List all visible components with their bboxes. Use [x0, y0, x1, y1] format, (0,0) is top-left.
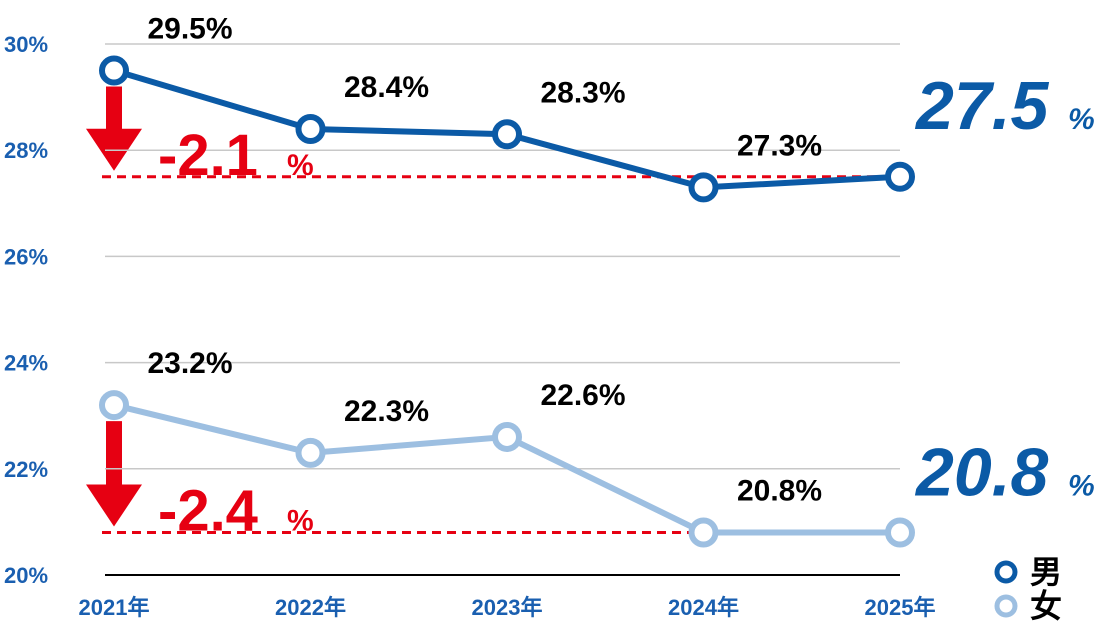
legend-marker	[994, 594, 1018, 618]
x-tick-label: 2021年	[79, 595, 150, 620]
data-label: 29.5%	[147, 13, 232, 46]
legend-marker	[994, 560, 1018, 584]
change-unit: %	[287, 149, 314, 182]
data-label: 22.3%	[344, 395, 429, 428]
end-value-label: 27.5	[914, 68, 1050, 144]
change-annotation: -2.1	[158, 123, 258, 188]
change-unit: %	[287, 505, 314, 538]
point	[99, 390, 129, 421]
data-label: 27.3%	[737, 129, 822, 162]
point	[688, 172, 719, 203]
legend-label: 男	[1030, 554, 1062, 590]
end-value-unit: %	[1068, 103, 1095, 136]
point	[99, 55, 129, 86]
point	[295, 113, 326, 144]
y-tick-label: 20%	[4, 563, 48, 588]
y-tick-label: 24%	[4, 351, 48, 376]
data-label: 28.3%	[540, 76, 625, 109]
arrow	[86, 421, 142, 527]
data-label: 23.2%	[147, 347, 232, 380]
arrow	[86, 86, 142, 171]
arrows	[86, 86, 142, 527]
data-label: 20.8%	[737, 475, 822, 508]
data-label: 28.4%	[344, 71, 429, 104]
y-tick-label: 28%	[4, 138, 48, 163]
end-value-label: 20.8	[914, 435, 1049, 511]
y-tick-label: 26%	[4, 244, 48, 269]
x-tick-label: 2024年	[668, 595, 739, 620]
point	[492, 119, 522, 150]
point	[688, 517, 719, 548]
x-tick-label: 2023年	[472, 595, 543, 620]
end-value-unit: %	[1068, 470, 1095, 503]
point	[492, 421, 522, 452]
point	[885, 517, 915, 548]
point	[885, 161, 915, 192]
x-tick-label: 2022年	[275, 595, 346, 620]
y-tick-label: 22%	[4, 457, 48, 482]
point	[295, 437, 326, 468]
legend-label: 女	[1030, 588, 1062, 622]
data-label: 22.6%	[540, 379, 625, 412]
change-annotation: -2.4	[158, 479, 258, 544]
x-tick-label: 2025年	[865, 595, 936, 620]
y-tick-label: 30%	[4, 32, 48, 57]
